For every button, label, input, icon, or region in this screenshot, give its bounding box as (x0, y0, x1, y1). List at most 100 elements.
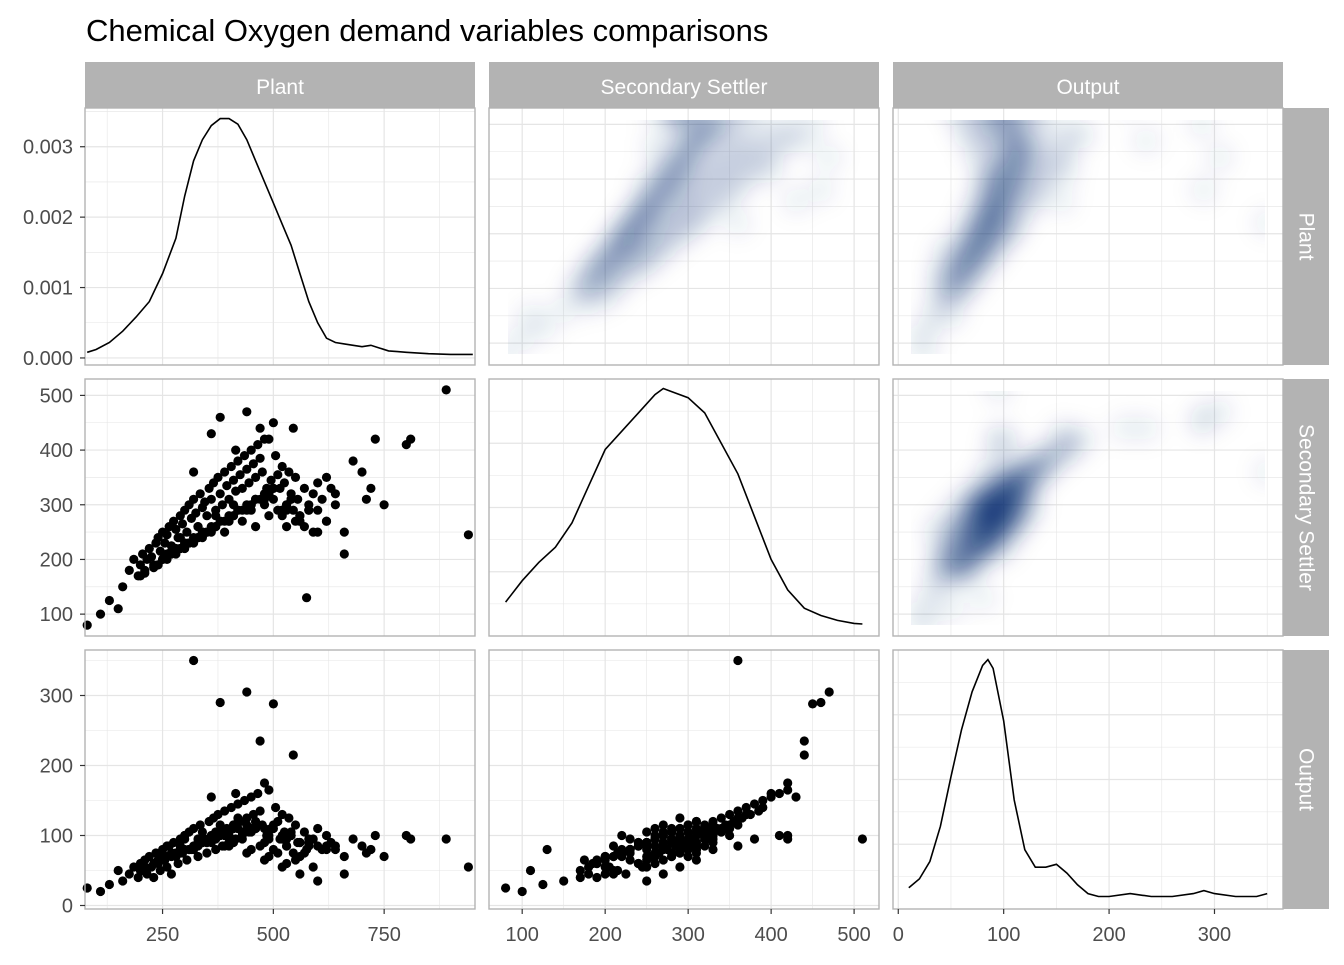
data-point (667, 823, 677, 834)
data-point (193, 851, 203, 862)
density-blob (959, 24, 985, 50)
data-point (215, 516, 225, 526)
data-point (700, 841, 710, 851)
data-point (271, 451, 281, 461)
data-point (228, 823, 239, 834)
data-point (118, 876, 128, 886)
data-point (370, 434, 380, 444)
data-point (463, 530, 473, 540)
data-point (135, 865, 145, 876)
data-point (242, 464, 252, 474)
data-point (658, 844, 668, 855)
x-tick-label-secondary-settler: 400 (754, 924, 787, 946)
data-point (313, 478, 323, 488)
density-blob (969, 584, 996, 611)
density-blob (683, 133, 710, 160)
data-point (215, 697, 225, 708)
column-strip-label-plant: Plant (256, 76, 304, 99)
data-point (406, 834, 416, 844)
data-point (259, 434, 270, 444)
data-point (366, 483, 376, 493)
density-blob (775, 0, 801, 12)
x-tick-label-secondary-settler: 300 (671, 924, 704, 946)
x-tick-label-plant: 750 (367, 924, 400, 946)
scatter-secondary-settler-vs-plant (82, 385, 473, 630)
density-blob (964, 144, 991, 171)
density-blob (700, 120, 726, 138)
data-point (251, 494, 261, 504)
density-blob (991, 0, 1017, 12)
density-blob (600, 242, 627, 269)
data-point (162, 841, 172, 851)
data-point (162, 549, 172, 559)
density-blob (1017, 155, 1043, 182)
data-point (725, 809, 735, 820)
panel-background (85, 108, 475, 365)
data-point (222, 481, 232, 491)
data-point (166, 869, 176, 879)
data-point (584, 862, 594, 872)
data-point (441, 385, 451, 395)
data-point (259, 823, 270, 834)
data-point (277, 461, 287, 472)
data-point (255, 841, 265, 851)
data-point (224, 516, 234, 526)
density-blob (985, 220, 1012, 247)
data-point (361, 494, 371, 504)
density-blob (650, 120, 660, 121)
data-point (237, 516, 247, 526)
y-tick-label-secondary-settler: 500 (40, 385, 73, 407)
data-point (725, 820, 735, 830)
y-tick-label-density: 0.003 (23, 137, 73, 159)
data-point (749, 799, 760, 809)
density-blob (944, 120, 968, 127)
data-point (189, 538, 199, 548)
data-point (675, 813, 685, 823)
data-point (180, 538, 190, 548)
data-point (304, 837, 314, 848)
data-point (559, 876, 569, 886)
x-tick-label-secondary-settler: 200 (588, 924, 621, 946)
data-point (691, 855, 702, 865)
data-point (144, 543, 154, 554)
data-point (264, 511, 274, 521)
data-point (675, 823, 685, 834)
density-blob (1188, 409, 1215, 436)
data-point (293, 494, 303, 504)
data-point (202, 511, 212, 521)
data-point (650, 848, 660, 858)
data-point (95, 886, 106, 897)
data-point (162, 862, 172, 872)
density-blob (1254, 459, 1265, 485)
data-point (741, 802, 751, 813)
data-point (683, 844, 693, 855)
data-point (675, 848, 685, 858)
density-blob (758, 157, 785, 184)
density-blob (948, 253, 975, 280)
data-point (313, 527, 323, 537)
data-point (766, 788, 776, 799)
density-blob (617, 220, 644, 247)
density-blob (1048, 188, 1075, 214)
data-point (808, 699, 818, 709)
column-strip-output (893, 62, 1283, 108)
x-tick-label-output: 300 (1198, 924, 1231, 946)
data-point (290, 820, 301, 830)
data-point (708, 844, 718, 855)
data-point (171, 524, 181, 535)
data-point (233, 505, 243, 515)
data-point (339, 869, 349, 879)
data-point (608, 841, 619, 851)
scatter-output-vs-secondary-settler (501, 655, 868, 897)
chart-title: Chemical Oxygen demand variables compari… (86, 13, 768, 48)
data-point (195, 489, 205, 499)
data-point (231, 445, 241, 455)
data-point (799, 750, 809, 760)
data-point (171, 549, 181, 559)
data-point (271, 802, 281, 813)
x-tick-label-secondary-settler: 100 (506, 924, 539, 946)
data-point (277, 862, 287, 872)
data-point (264, 834, 274, 844)
data-point (716, 823, 726, 834)
